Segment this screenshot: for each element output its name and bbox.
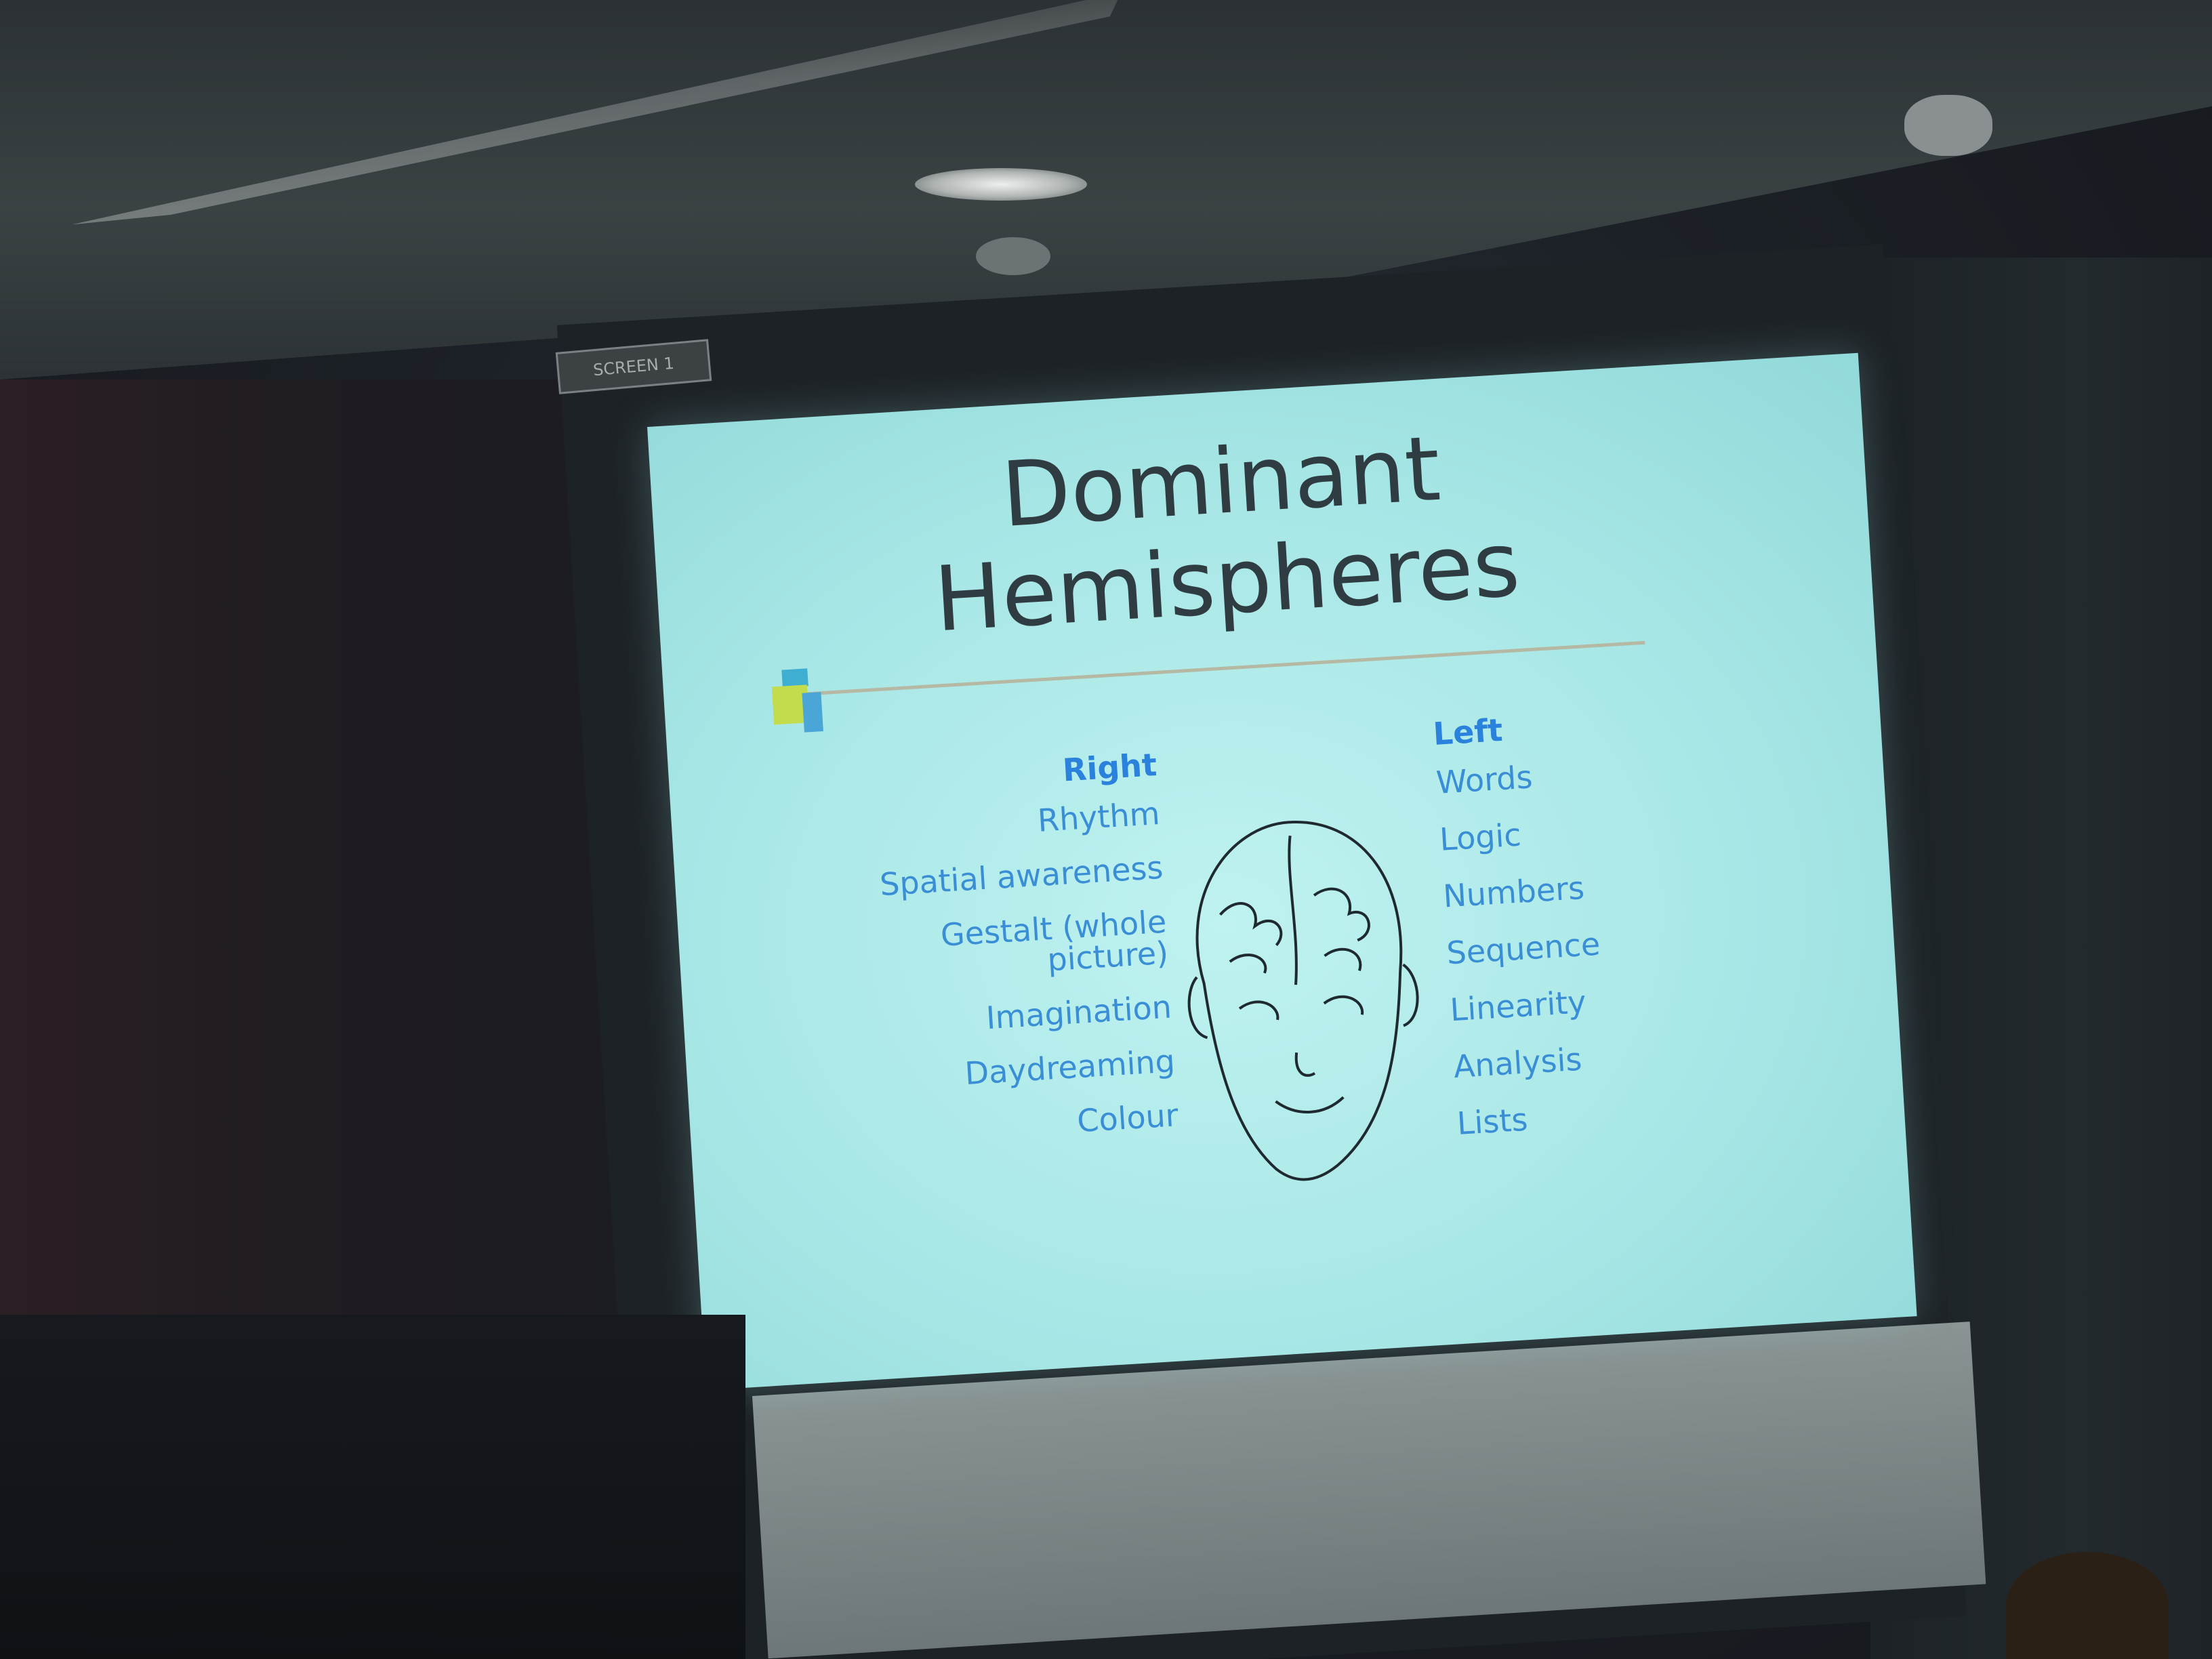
ceiling-speaker [1904, 95, 1992, 156]
list-item: Imagination [985, 988, 1173, 1037]
list-item: Linearity [1449, 983, 1588, 1029]
list-item: Numbers [1441, 869, 1586, 915]
audience-head [2006, 1552, 2169, 1659]
right-hemisphere-list: Right Rhythm Spatial awareness Gestalt (… [804, 746, 1181, 1175]
left-column-header: Left [1432, 711, 1504, 752]
ceiling-light-fixture [915, 168, 1087, 201]
list-item: Lists [1456, 1101, 1529, 1142]
list-item: Words [1435, 758, 1534, 801]
list-item: Gestalt (whole picture) [939, 903, 1170, 979]
list-item: Sequence [1445, 925, 1601, 972]
list-item: Daydreaming [964, 1042, 1176, 1092]
left-hemisphere-list: Left Words Logic Numbers Sequence Linear… [1432, 701, 1744, 1164]
list-item: Spatial awareness [878, 848, 1164, 903]
list-item: Rhythm [1036, 794, 1161, 839]
slide-title: Dominant Hemispheres [812, 408, 1636, 657]
list-item: Logic [1438, 816, 1523, 858]
projected-slide: Dominant Hemispheres Right Rhythm Spatia… [647, 352, 1917, 1391]
right-column-header: Right [1061, 746, 1158, 789]
head-with-brain-icon [1187, 821, 1419, 1181]
ceiling-sensor [976, 237, 1050, 275]
foreground-shadow [0, 1315, 745, 1659]
list-item: Colour [1076, 1097, 1180, 1140]
list-item: Analysis [1452, 1040, 1583, 1086]
decorative-squares-icon [771, 668, 829, 739]
